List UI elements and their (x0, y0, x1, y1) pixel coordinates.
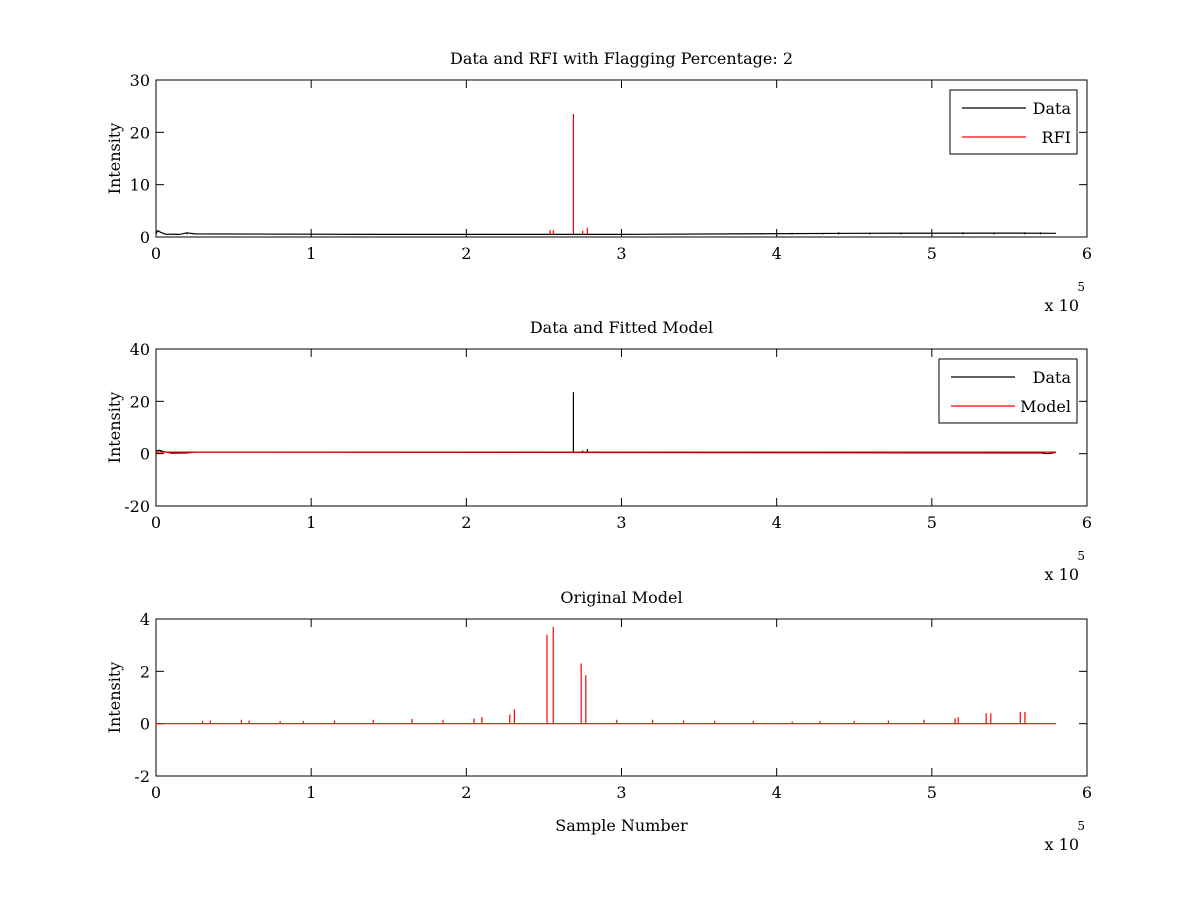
series-line-data (156, 449, 1057, 455)
x-tick-label: 5 (927, 783, 937, 802)
x-tick-label: 1 (306, 513, 316, 532)
subplot-title: Data and Fitted Model (530, 318, 713, 337)
x-tick-label: 2 (461, 244, 471, 263)
subplot-title: Data and RFI with Flagging Percentage: 2 (450, 49, 793, 68)
x-tick-label: 5 (927, 244, 937, 263)
x-multiplier-exponent: 5 (1077, 549, 1085, 563)
series-line-data (156, 229, 1057, 236)
series-group (156, 114, 1057, 236)
legend-label: RFI (1042, 128, 1071, 147)
legend-label: Data (1033, 99, 1072, 118)
x-tick-label: 4 (772, 783, 782, 802)
y-axis-label: Intensity (105, 123, 124, 195)
y-tick-label: 20 (130, 392, 150, 411)
legend-label: Model (1020, 397, 1071, 416)
x-tick-label: 1 (306, 783, 316, 802)
x-tick-label: 3 (616, 513, 626, 532)
y-tick-label: -20 (124, 497, 150, 516)
plot-area (155, 79, 1088, 238)
y-tick-label: 30 (130, 71, 150, 90)
x-axis-label: Sample Number (555, 816, 688, 835)
x-tick-label: 0 (151, 783, 161, 802)
legend-box (938, 358, 1078, 424)
x-tick-label: 2 (461, 783, 471, 802)
x-multiplier-exponent: 5 (1077, 819, 1085, 833)
y-tick-label: -2 (134, 767, 150, 786)
x-tick-label: 4 (772, 513, 782, 532)
y-tick-label: 40 (130, 340, 150, 359)
x-tick-label: 0 (151, 513, 161, 532)
y-axis-label: Intensity (105, 392, 124, 464)
x-tick-label: 5 (927, 513, 937, 532)
x-tick-label: 3 (616, 783, 626, 802)
y-tick-label: 20 (130, 123, 150, 142)
y-axis-label: Intensity (105, 662, 124, 734)
x-tick-label: 3 (616, 244, 626, 263)
y-tick-label: 4 (140, 610, 150, 629)
series-group (156, 392, 1057, 455)
x-tick-label: 0 (151, 244, 161, 263)
series-group (156, 626, 1056, 725)
plot-area (155, 618, 1088, 777)
legend-label: Data (1033, 368, 1072, 387)
legend-box (949, 89, 1078, 155)
y-tick-label: 2 (140, 662, 150, 681)
x-tick-label: 1 (306, 244, 316, 263)
subplot-1: 0 1 2 3 4 5 6 0 10 20 30 Data and RFI with Flagging… (105, 49, 1092, 315)
x-tick-label: 6 (1082, 783, 1092, 802)
x-tick-label: 4 (772, 244, 782, 263)
x-multiplier: x 10 (1045, 296, 1079, 315)
x-tick-label: 6 (1082, 244, 1092, 263)
y-tick-label: 0 (140, 228, 150, 247)
plot-area (155, 348, 1088, 507)
x-tick-label: 2 (461, 513, 471, 532)
legend: Data Model (938, 358, 1078, 424)
y-tick-label: 10 (130, 176, 150, 195)
y-tick-label: 0 (140, 445, 150, 464)
legend: Data RFI (949, 89, 1078, 155)
y-tick-label: 0 (140, 715, 150, 734)
x-multiplier: x 10 (1045, 565, 1079, 584)
x-tick-label: 6 (1082, 513, 1092, 532)
x-multiplier-exponent: 5 (1077, 280, 1085, 294)
subplot-title: Original Model (560, 588, 682, 607)
x-multiplier: x 10 (1045, 835, 1079, 854)
